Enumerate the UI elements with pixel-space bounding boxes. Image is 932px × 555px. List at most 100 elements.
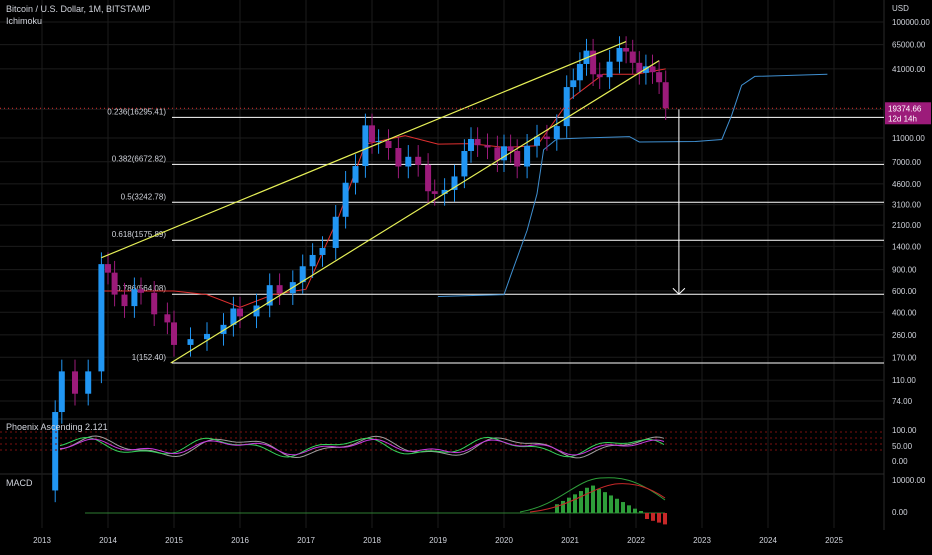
y-tick-label: 600.00 (892, 287, 917, 296)
candle-body (570, 80, 577, 88)
candle-body (415, 156, 422, 165)
y-tick-label: 400.00 (892, 308, 917, 317)
candle-body (151, 292, 158, 315)
fib-level-label: 0.236(16295.41) (107, 107, 166, 116)
macd-histogram-bar (579, 491, 583, 513)
macd-title: MACD (6, 478, 33, 488)
macd-histogram-bar (645, 513, 649, 519)
fib-level-label: 0.382(6672.82) (112, 154, 167, 163)
candle-body (105, 264, 111, 273)
y-tick-label: 900.00 (892, 266, 917, 275)
y-tick-label: 100000.00 (892, 18, 930, 27)
y-tick-label: 11000.00 (892, 134, 925, 143)
candle-body (171, 322, 177, 345)
candle-body (636, 62, 643, 73)
macd-histogram-bar (633, 508, 637, 513)
macd-signal-line (529, 483, 666, 513)
projection-arrow-head (672, 287, 686, 295)
candle-body (468, 139, 474, 151)
candle-body (85, 371, 92, 394)
candle-body (164, 314, 171, 323)
fib-level-label: 0.5(3242.78) (121, 192, 167, 201)
macd-histogram-bar (609, 495, 613, 513)
x-tick-label: 2017 (297, 536, 315, 545)
y-tick-label: 4600.00 (892, 180, 921, 189)
candle-body (431, 191, 438, 194)
macd-histogram-bar (591, 485, 595, 513)
candle-body (369, 125, 375, 143)
ichimoku-cloud-edge (437, 73, 828, 297)
candle-body (662, 82, 669, 109)
macd-tick: 10000.00 (892, 476, 926, 485)
trendline-upper (101, 40, 627, 259)
y-axis-unit: USD (892, 4, 909, 13)
candle-body (72, 371, 78, 394)
candle-body (111, 272, 118, 295)
candle-body (405, 156, 412, 167)
macd-histogram-bar (573, 494, 577, 513)
macd-histogram-bar (555, 504, 559, 513)
candle-body (332, 216, 339, 248)
candle-body (543, 136, 550, 140)
candle-body (623, 47, 630, 52)
candle-body (524, 145, 531, 167)
indicator-label: Ichimoku (6, 16, 43, 26)
candle-body (395, 148, 402, 167)
y-tick-label: 1400.00 (892, 242, 921, 251)
trendline-lower (170, 60, 660, 364)
macd-histogram-bar (651, 513, 655, 521)
macd-tick: 0.00 (892, 508, 908, 517)
candle-body (230, 308, 237, 325)
x-tick-label: 2022 (627, 536, 645, 545)
macd-histogram-bar (567, 497, 571, 513)
macd-histogram-bar (615, 498, 619, 513)
candle-body (606, 61, 613, 78)
y-tick-label: 65000.00 (892, 41, 926, 50)
candle-body (299, 266, 306, 283)
candle-body (319, 247, 326, 255)
candle-body (441, 189, 448, 194)
x-tick-label: 2023 (693, 536, 711, 545)
candle-body (501, 146, 507, 161)
candle-body (507, 146, 514, 151)
y-tick-label: 110.00 (892, 376, 916, 385)
macd-histogram-bar (663, 513, 667, 525)
macd-histogram-bar (585, 487, 589, 513)
x-tick-label: 2016 (231, 536, 249, 545)
candle-body (494, 147, 501, 161)
candle-body (138, 289, 144, 293)
candle-body (204, 333, 210, 340)
oscillator-tick: 100.00 (892, 426, 917, 435)
candle-body (534, 136, 540, 146)
fib-level-label: 1(152.40) (132, 353, 167, 362)
candle-body (553, 126, 560, 140)
x-tick-label: 2013 (33, 536, 51, 545)
candle-body (237, 308, 243, 317)
y-tick-label: 7000.00 (892, 158, 921, 167)
y-tick-label: 2100.00 (892, 221, 921, 230)
symbol-title: Bitcoin / U.S. Dollar, 1M, BITSTAMP (6, 4, 151, 14)
candle-body (385, 140, 392, 149)
candle-body (220, 324, 227, 334)
candle-body (52, 412, 59, 491)
x-tick-label: 2015 (165, 536, 183, 545)
oscillator-slow (59, 438, 665, 456)
macd-histogram-bar (561, 500, 565, 513)
candle-body (656, 72, 663, 83)
candle-body (309, 254, 316, 267)
price-tag-value: 19374.66 (888, 104, 922, 113)
candle-body (576, 63, 583, 81)
macd-histogram-bar (621, 502, 625, 513)
price-tag-box (885, 102, 931, 125)
candle-body (616, 47, 623, 62)
x-tick-label: 2018 (363, 536, 381, 545)
candle-body (342, 182, 349, 217)
candle-body (474, 139, 481, 146)
candle-body (514, 150, 521, 167)
y-tick-label: 3100.00 (892, 201, 921, 210)
candle-body (266, 285, 273, 306)
candle-body (276, 285, 283, 294)
candle-body (596, 74, 603, 78)
